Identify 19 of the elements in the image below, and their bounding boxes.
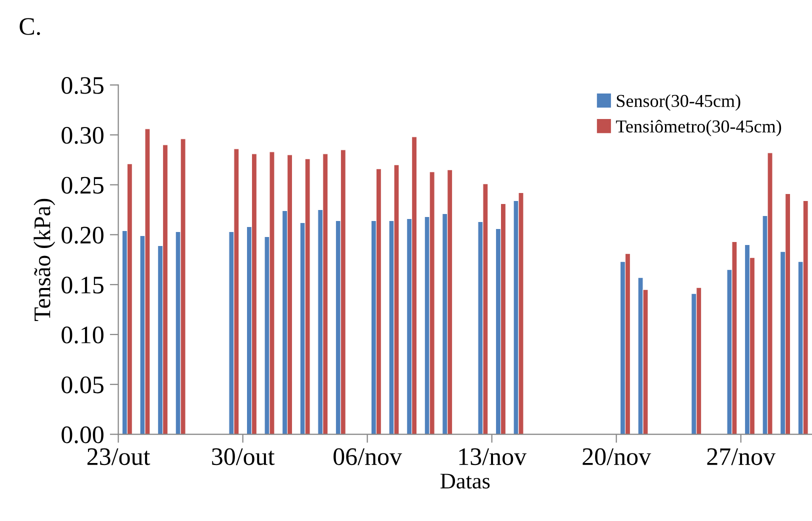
y-tick-label: 0.25 xyxy=(62,176,104,194)
y-tick-label: 0.10 xyxy=(62,326,104,344)
x-tick-label: 30/out xyxy=(212,448,275,466)
x-tick-label: 06/nov xyxy=(334,448,402,466)
legend-label: Sensor(30-45cm) xyxy=(616,94,740,111)
x-tick-label: 13/nov xyxy=(459,448,527,466)
chart-title: C. xyxy=(20,18,40,36)
y-axis-title: Tensão (kPa) xyxy=(34,198,56,321)
x-tick-label: 20/nov xyxy=(582,448,652,466)
x-axis-title: Datas xyxy=(440,474,490,489)
y-tick-label: 0.30 xyxy=(62,126,104,144)
y-tick-label: 0.35 xyxy=(62,77,104,94)
y-tick-label: 0.05 xyxy=(62,376,104,394)
y-tick-label: 0.20 xyxy=(62,226,104,244)
x-tick-label: 27/nov xyxy=(707,448,776,466)
y-tick-label: 0.15 xyxy=(62,276,104,294)
y-tick-label: 0.00 xyxy=(62,426,104,444)
x-tick-label: 23/out xyxy=(87,448,150,466)
legend-label: Tensiômetro(30-45cm) xyxy=(616,120,782,136)
